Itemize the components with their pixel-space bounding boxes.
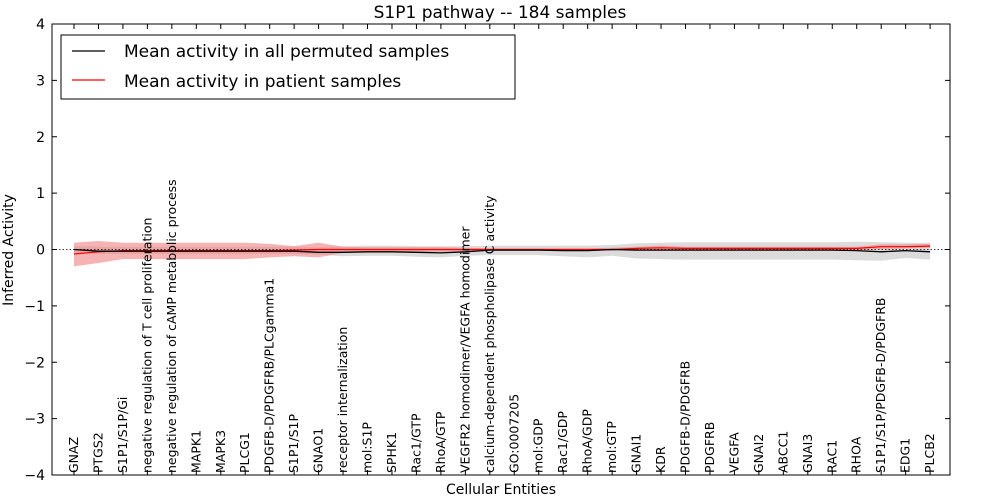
y-tick-label: −2 — [24, 355, 45, 371]
plot-frame — [51, 23, 951, 476]
y-tick-label: −4 — [24, 468, 45, 484]
category-label: VEGFA — [726, 432, 741, 473]
category-label: VEGFR2 homodimer/VEGFA homodimer — [457, 226, 472, 473]
category-label: RhoA/GTP — [433, 411, 448, 473]
legend-label-permuted: Mean activity in all permuted samples — [124, 42, 449, 62]
y-tick-label: −1 — [24, 299, 45, 315]
category-label: PDGFB-D/PDGFRB — [678, 361, 693, 473]
category-label: GNAI1 — [629, 434, 644, 473]
legend-label-patient: Mean activity in patient samples — [124, 72, 401, 92]
band-series-1 — [74, 241, 931, 261]
category-label: Rac1/GDP — [555, 411, 570, 473]
chart-title: S1P1 pathway -- 184 samples — [374, 3, 627, 23]
bands — [74, 241, 931, 267]
category-label: negative regulation of T cell proliferat… — [139, 218, 154, 473]
y-tick-label: 0 — [36, 243, 45, 259]
category-label: PLCB2 — [922, 433, 937, 473]
band-series-2 — [74, 241, 931, 267]
y-tick-label: 4 — [36, 17, 45, 33]
category-label: MAPK1 — [188, 430, 203, 473]
category-label: mol:GTP — [604, 421, 619, 473]
category-label: Rac1/GTP — [408, 413, 423, 473]
y-tick-label: 3 — [36, 73, 45, 89]
y-axis-label: Inferred Activity — [1, 194, 17, 306]
category-label: GNAZ — [66, 437, 81, 473]
category-label: EDG1 — [898, 438, 913, 473]
category-label: PDGFRB — [702, 422, 717, 473]
category-labels: GNAZ PTGS2 S1P1/S1P/Gi negative regulation … — [66, 179, 937, 473]
category-label: calcium-dependent phospholipase C activi… — [482, 195, 497, 473]
category-label: SPHK1 — [384, 432, 399, 473]
category-label: mol:S1P — [360, 422, 375, 473]
series-lines — [73, 245, 931, 255]
y-tick-label: 1 — [36, 186, 45, 202]
category-label: RAC1 — [824, 440, 839, 473]
category-label: GO:0007205 — [506, 394, 521, 473]
category-label: PLCG1 — [237, 432, 252, 473]
category-label: S1P1/S1P/PDGFB-D/PDGFRB — [873, 298, 888, 474]
x-axis — [73, 24, 931, 475]
category-label: RhoA/GDP — [580, 409, 595, 473]
category-label: PTGS2 — [91, 432, 106, 473]
y-axis: −4 −3 −2 −1 0 1 2 3 4 — [24, 17, 950, 484]
category-label: KDR — [653, 446, 668, 473]
category-label: mol:GDP — [531, 418, 546, 473]
legend-box — [60, 34, 516, 100]
y-tick-label: −3 — [24, 412, 45, 428]
category-label: GNAO1 — [311, 428, 326, 473]
legend: Mean activity in all permuted samples Me… — [60, 34, 516, 100]
category-label: ABCC1 — [775, 431, 790, 473]
category-label: PDGFB-D/PDGFRB/PLCgamma1 — [262, 278, 277, 473]
y-tick-label: 2 — [36, 130, 45, 146]
category-label: receptor internalization — [335, 327, 350, 473]
category-label: S1P1/S1P — [286, 414, 301, 473]
category-label: RHOA — [849, 436, 864, 473]
x-axis-label: Cellular Entities — [446, 482, 556, 498]
category-label: MAPK3 — [213, 430, 228, 473]
category-label: GNAI2 — [751, 434, 766, 473]
category-label: GNAI3 — [800, 434, 815, 473]
series-line-1 — [73, 248, 931, 254]
category-label: S1P1/S1P/Gi — [115, 397, 130, 473]
category-label: negative regulation of cAMP metabolic pr… — [164, 179, 179, 473]
